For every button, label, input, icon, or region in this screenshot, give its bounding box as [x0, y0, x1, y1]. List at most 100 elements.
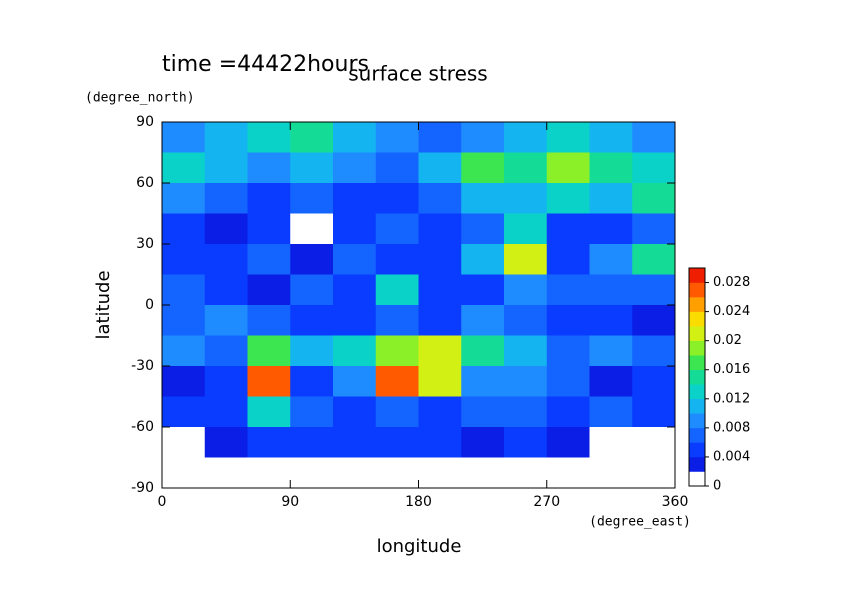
field-cell	[204, 244, 248, 275]
colorbar-band	[689, 384, 705, 400]
field-cell	[589, 274, 633, 306]
colorbar-band	[689, 340, 705, 356]
field-cell	[589, 335, 633, 367]
field-cell	[333, 244, 377, 275]
field-cell	[247, 457, 291, 489]
field-cell	[290, 305, 334, 336]
field-cell	[204, 152, 248, 184]
field-cell	[375, 396, 419, 428]
field-cell	[504, 366, 548, 397]
colorbar-band	[689, 471, 705, 487]
field-cell	[247, 274, 291, 306]
field-cell	[461, 335, 505, 367]
colorbar-band	[689, 311, 705, 327]
field-cell	[461, 457, 505, 489]
field-cell	[632, 427, 676, 458]
field-cell	[546, 427, 590, 458]
field-cell	[162, 213, 206, 245]
field-cell	[589, 427, 633, 458]
field-cell	[290, 427, 334, 458]
colorbar-tick-label: 0	[713, 479, 721, 494]
field-cell	[589, 183, 633, 214]
field-cell	[204, 457, 248, 489]
field-cell	[290, 457, 334, 489]
x-axis-label: longitude	[377, 536, 462, 557]
field-cell	[162, 305, 206, 336]
field-cell	[546, 213, 590, 245]
field-cell	[247, 122, 291, 153]
colorbar-tick-label: 0.02	[713, 333, 742, 348]
field-cell	[375, 457, 419, 489]
field-cell	[375, 274, 419, 306]
field-cell	[504, 427, 548, 458]
field-cell	[162, 457, 206, 489]
field-cell	[504, 213, 548, 245]
field-cell	[375, 152, 419, 184]
field-cell	[546, 274, 590, 306]
field-cell	[247, 366, 291, 397]
colorbar-tick-label: 0.008	[713, 420, 750, 435]
field-cell	[589, 213, 633, 245]
colorbar-band	[689, 326, 705, 341]
field-cell	[418, 366, 462, 397]
field-cell	[504, 274, 548, 306]
field-cell	[204, 335, 248, 367]
field-cell	[461, 122, 505, 153]
chart-subtitle: time =44422hours	[162, 52, 369, 77]
colorbar-band	[689, 268, 705, 283]
field-cell	[418, 122, 462, 153]
field-cell	[632, 183, 676, 214]
field-cell	[204, 427, 248, 458]
x-unit: (degree_east)	[589, 515, 691, 530]
y-tick-label: -90	[131, 480, 154, 496]
y-unit: (degree_north)	[85, 91, 195, 106]
field-cell	[247, 335, 291, 367]
field-cell	[418, 274, 462, 306]
field-cell	[162, 152, 206, 184]
field-cell	[632, 396, 676, 428]
field-cell	[461, 213, 505, 245]
colorbar-tick-label: 0.004	[713, 449, 750, 464]
y-tick-label: 30	[136, 236, 154, 252]
field-cell	[204, 366, 248, 397]
field-cell	[504, 305, 548, 336]
field-cell	[204, 122, 248, 153]
field-cell	[632, 335, 676, 367]
field-cell	[333, 122, 377, 153]
field-cell	[418, 152, 462, 184]
colorbar-frame	[688, 267, 706, 487]
field-cell	[461, 274, 505, 306]
field-cell	[461, 244, 505, 275]
field-cell	[589, 305, 633, 336]
field-cell	[546, 122, 590, 153]
colorbar-band	[689, 398, 705, 414]
field-cell	[504, 457, 548, 489]
field-cell	[589, 457, 633, 489]
field-cell	[504, 122, 548, 153]
colorbar-tick-label: 0.024	[713, 304, 750, 319]
field-cell	[333, 335, 377, 367]
field-cell	[546, 366, 590, 397]
y-tick-label: 0	[145, 297, 154, 313]
field-cell	[504, 152, 548, 184]
colorbar-band	[689, 456, 705, 472]
field-cell	[247, 152, 291, 184]
field-cell	[204, 274, 248, 306]
colorbar-band	[689, 413, 705, 429]
field-cell	[204, 213, 248, 245]
colorbar-band	[689, 369, 705, 385]
field-cell	[162, 335, 206, 367]
field-cell	[461, 427, 505, 458]
y-tick-label: -60	[131, 419, 154, 435]
field-cell	[290, 335, 334, 367]
field-cell	[290, 274, 334, 306]
field-cell	[333, 457, 377, 489]
field-cell	[247, 213, 291, 245]
x-tick-label: 180	[405, 494, 432, 510]
field-cell	[290, 122, 334, 153]
field-cell	[247, 427, 291, 458]
field-cell	[375, 427, 419, 458]
field-cell	[546, 457, 590, 489]
field-cell	[589, 244, 633, 275]
